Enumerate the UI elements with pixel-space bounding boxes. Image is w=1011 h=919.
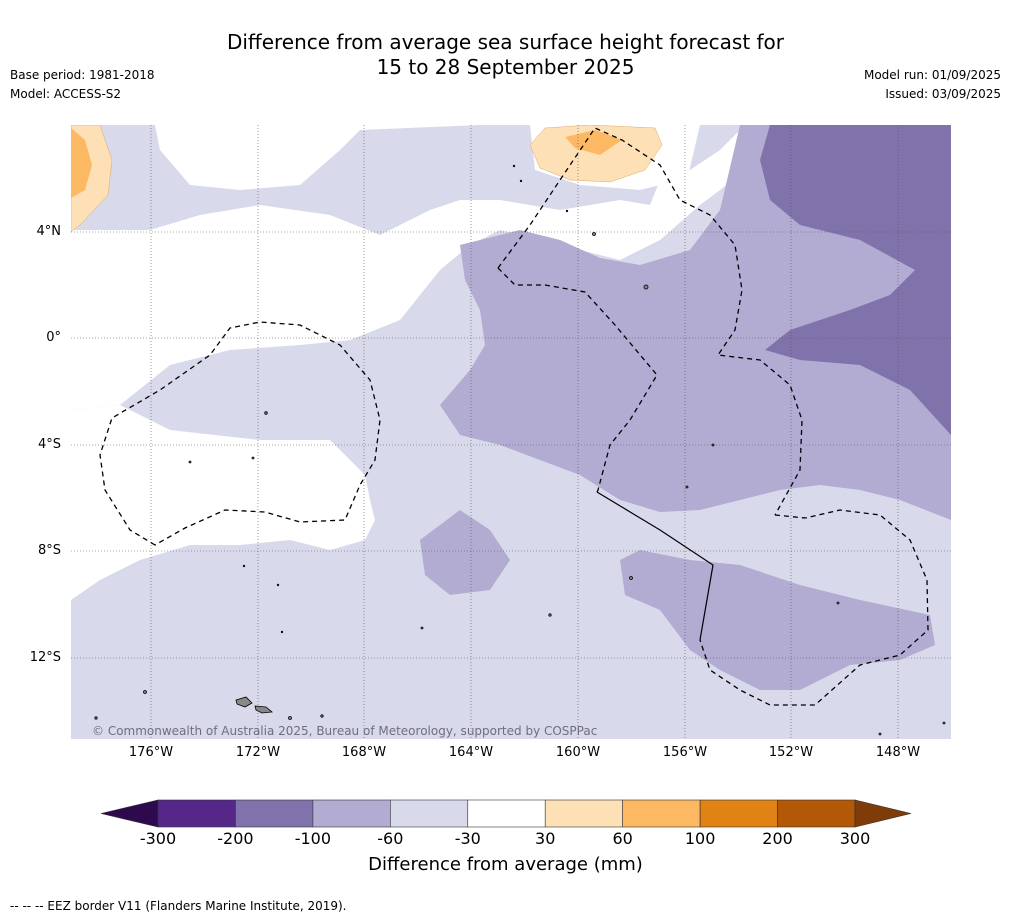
lon-label-160w: 160°W	[555, 745, 601, 760]
eez-border-tokelau	[99, 321, 381, 546]
colorbar-tick-label: -200	[217, 829, 254, 848]
lon-label-152w: 152°W	[768, 745, 814, 760]
title-line-2: 15 to 28 September 2025	[376, 55, 635, 79]
field-minus100-200	[760, 125, 951, 435]
lon-label-168w: 168°W	[341, 745, 387, 760]
colorbar-tick-label: 200	[762, 829, 793, 848]
eez-solid-boundary	[596, 491, 714, 641]
meta-right: Model run: 01/09/2025 Issued: 03/09/2025	[864, 66, 1001, 104]
colorbar	[100, 799, 912, 828]
base-period: Base period: 1981-2018	[10, 68, 155, 82]
eez-footnote: -- -- -- EEZ border V11 (Flanders Marine…	[10, 899, 347, 913]
lon-label-172w: 172°W	[235, 745, 281, 760]
colorbar-tick-label: 60	[612, 829, 633, 848]
graticule	[71, 125, 951, 739]
lat-label-12s: 12°S	[29, 650, 61, 665]
colorbar-tick-label: 300	[839, 829, 871, 848]
lon-label-176w: 176°W	[128, 745, 174, 760]
colorbar-extend-low	[100, 799, 159, 828]
field-plus60-100-west	[71, 128, 92, 198]
colorbar-box	[622, 799, 701, 828]
copyright-notice: © Commonwealth of Australia 2025, Bureau…	[92, 724, 598, 738]
model-name: Model: ACCESS-S2	[10, 87, 122, 101]
samoa-island-upolu	[235, 696, 253, 708]
issued-date: Issued: 03/09/2025	[885, 87, 1001, 101]
anomaly-field	[71, 125, 951, 739]
colorbar-title: Difference from average (mm)	[368, 854, 643, 875]
colorbar-box	[390, 799, 469, 828]
colorbar-tick-label: -30	[454, 829, 481, 848]
colorbar-tick-label: -60	[377, 829, 404, 848]
samoa-island-savaii	[254, 705, 273, 714]
lon-label-156w: 156°W	[662, 745, 708, 760]
eez-borders	[99, 127, 929, 706]
lat-label-0: 0°	[46, 330, 61, 345]
chart-title: Difference from average sea surface heig…	[0, 30, 1011, 80]
colorbar-tick-label: 30	[535, 829, 556, 848]
lon-label-164w: 164°W	[448, 745, 494, 760]
colorbar-box	[467, 799, 546, 828]
colorbar-tick-label: 100	[684, 829, 716, 848]
colorbar-box	[157, 799, 236, 828]
colorbar-box	[777, 799, 856, 828]
eez-border-line-islands	[497, 267, 658, 493]
meta-left: Base period: 1981-2018 Model: ACCESS-S2	[10, 66, 155, 104]
colorbar-extend-high	[854, 799, 912, 828]
lat-label-8s: 8°S	[37, 543, 61, 558]
field-minus60-100-west	[420, 510, 510, 595]
lat-label-4n: 4°N	[36, 224, 62, 239]
eez-border-cook-islands	[699, 509, 929, 706]
lon-label-148w: 148°W	[875, 745, 921, 760]
colorbar-tick-label: -300	[139, 829, 177, 848]
model-run: Model run: 01/09/2025	[863, 68, 1001, 82]
colorbar-box	[544, 799, 623, 828]
field-minus60-100-south	[620, 550, 935, 690]
eez-border-kiribati-phoenix	[497, 127, 803, 516]
colorbar-tick-label: -100	[294, 829, 332, 848]
field-neutral-mid	[71, 125, 951, 410]
colorbar-box	[312, 799, 391, 828]
field-plus60-100-north	[565, 130, 622, 155]
title-line-1: Difference from average sea surface heig…	[226, 30, 785, 54]
colorbar-box	[235, 799, 314, 828]
lat-label-4s: 4°S	[37, 437, 61, 452]
islands	[94, 164, 946, 736]
colorbar-box	[699, 799, 778, 828]
